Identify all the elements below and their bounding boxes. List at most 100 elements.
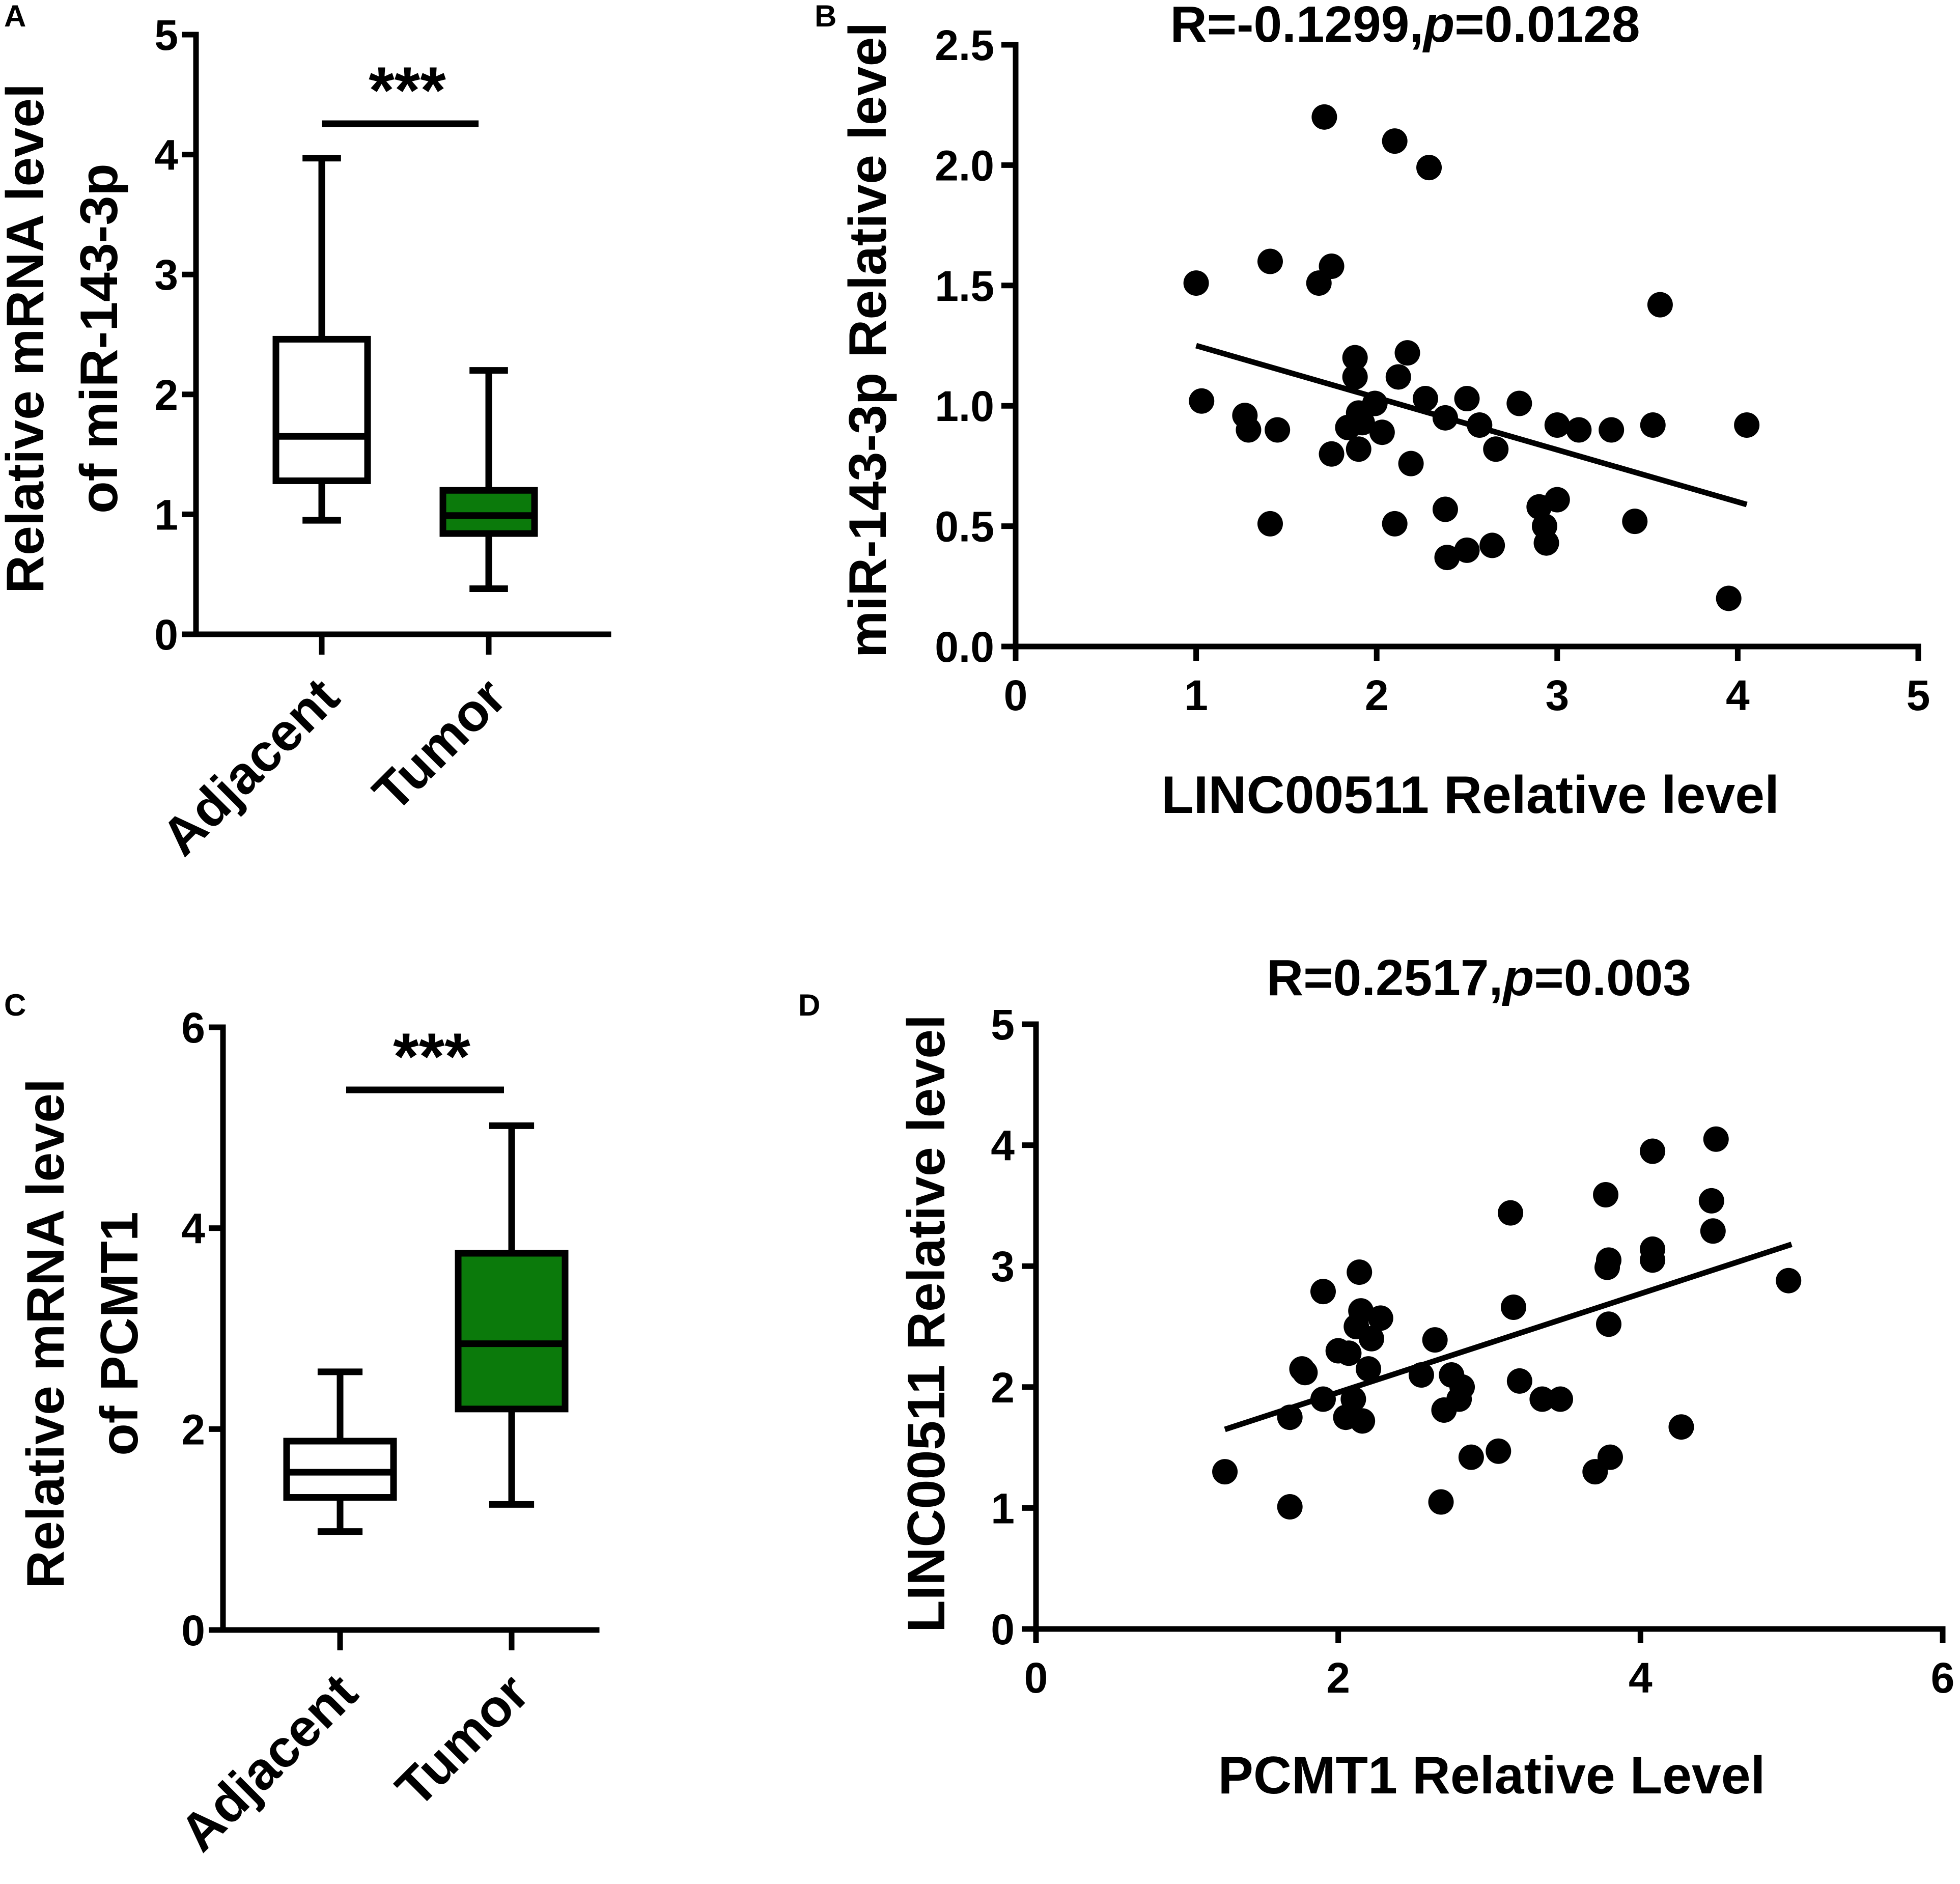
ytick-label: 3 xyxy=(154,251,178,299)
scatter-point xyxy=(1640,412,1666,438)
box-tumor xyxy=(439,367,538,592)
scatter-point xyxy=(1348,1298,1374,1324)
panel-c-ylabel-line2: of PCMT1 xyxy=(90,1212,149,1456)
scatter-point xyxy=(1385,364,1411,390)
scatter-point xyxy=(1544,412,1570,438)
scatter-point xyxy=(1342,364,1368,390)
panel-a-significance-stars: *** xyxy=(369,53,446,127)
panel-c-yticks: 0 2 4 6 xyxy=(181,1004,223,1654)
scatter-point xyxy=(1346,436,1371,462)
ytick-label: 5 xyxy=(991,1001,1015,1049)
scatter-point xyxy=(1776,1268,1802,1294)
xtick-label: 3 xyxy=(1545,671,1569,719)
ytick-label: 0.0 xyxy=(935,623,994,671)
scatter-point xyxy=(1599,417,1625,443)
category-label: Adjacent xyxy=(169,1663,369,1863)
panel-b-title-p: p xyxy=(1422,0,1454,53)
scatter-point xyxy=(1434,545,1460,571)
scatter-point xyxy=(1349,410,1375,436)
panel-d: D R=0.2517,p=0.003 LINC00511 Relative le… xyxy=(798,949,1954,1805)
scatter-point xyxy=(1716,585,1742,611)
panel-c: C Relative mRNA level of PCMT1 0 2 4 6 Adja… xyxy=(4,988,600,1863)
ytick-label: 1.0 xyxy=(935,382,994,430)
category-label: Tumor xyxy=(362,667,517,822)
scatter-point xyxy=(1498,1200,1524,1226)
category-label: Tumor xyxy=(385,1663,540,1818)
panel-c-ylabel-line1: Relative mRNA level xyxy=(16,1079,75,1589)
scatter-point xyxy=(1292,1360,1318,1386)
ytick-label: 2.0 xyxy=(935,142,994,189)
ytick-label: 1 xyxy=(991,1484,1015,1532)
scatter-point xyxy=(1189,388,1215,414)
scatter-point xyxy=(1454,386,1480,412)
ytick-label: 2 xyxy=(991,1364,1015,1412)
scatter-point xyxy=(1412,386,1438,412)
panel-d-title-p: p xyxy=(1501,949,1534,1006)
scatter-point xyxy=(1622,509,1648,535)
scatter-point xyxy=(1277,1494,1303,1520)
ytick-label: 0 xyxy=(991,1606,1015,1653)
scatter-point xyxy=(1336,1340,1362,1366)
scatter-point xyxy=(1342,345,1368,371)
category-label: Adjacent xyxy=(151,667,351,867)
scatter-point xyxy=(1236,417,1262,443)
panel-b-ylabel: miR-143-3p Relative level xyxy=(838,22,898,658)
scatter-point xyxy=(1703,1126,1729,1152)
scatter-point xyxy=(1347,1259,1373,1285)
ytick-label: 5 xyxy=(154,11,178,59)
scatter-point xyxy=(1640,1138,1666,1164)
xtick-label: 2 xyxy=(1326,1654,1350,1702)
panel-a: A Relative mRNA level of miR-143-3p 0 1 2 3… xyxy=(0,0,611,867)
panel-c-boxes xyxy=(283,1122,569,1535)
scatter-point xyxy=(1358,1326,1384,1352)
xtick-label: 0 xyxy=(1024,1654,1048,1702)
panel-d-points xyxy=(1212,1126,1802,1520)
scatter-point xyxy=(1428,1489,1454,1515)
panel-d-axes xyxy=(1033,1021,1946,1632)
ytick-label: 0.5 xyxy=(935,503,994,551)
panel-b-title: R=-0.1299,p=0.0128 xyxy=(1170,0,1640,53)
panel-letter-d: D xyxy=(798,988,820,1022)
box-adjacent xyxy=(272,155,371,524)
scatter-point xyxy=(1458,1444,1484,1470)
scatter-point xyxy=(1212,1459,1238,1485)
scatter-point xyxy=(1454,537,1480,563)
scatter-point xyxy=(1698,1188,1724,1214)
box-tumor xyxy=(455,1122,569,1508)
scatter-point xyxy=(1367,1305,1393,1331)
scatter-point xyxy=(1382,128,1408,154)
scatter-point xyxy=(1533,530,1559,556)
panel-a-ylabel-line2: of miR-143-3p xyxy=(70,163,129,514)
ytick-label: 1.5 xyxy=(935,262,994,310)
scatter-point xyxy=(1486,1438,1511,1464)
ytick-label: 0 xyxy=(181,1607,205,1654)
scatter-point xyxy=(1319,253,1345,279)
box-adjacent xyxy=(283,1368,397,1535)
panel-a-xticks: Adjacent Tumor xyxy=(151,634,517,867)
panel-a-boxes xyxy=(272,155,538,592)
panel-letter-b: B xyxy=(815,0,836,33)
panel-letter-c: C xyxy=(4,988,26,1022)
scatter-point xyxy=(1548,1386,1574,1412)
panel-letter-a: A xyxy=(4,0,26,33)
ytick-label: 4 xyxy=(991,1122,1015,1170)
panel-b-title-r: R=-0.1299, xyxy=(1170,0,1424,53)
scatter-point xyxy=(1432,496,1458,522)
ytick-label: 2 xyxy=(181,1405,205,1453)
scatter-point xyxy=(1422,1327,1448,1353)
scatter-point xyxy=(1310,1279,1336,1305)
panel-d-yticks: 0 1 2 3 4 5 xyxy=(991,1001,1036,1653)
xtick-label: 4 xyxy=(1726,671,1750,719)
scatter-point xyxy=(1340,1386,1366,1412)
ytick-label: 3 xyxy=(991,1243,1015,1290)
iqr-box xyxy=(455,1250,569,1413)
scatter-point xyxy=(1369,419,1395,445)
panel-b-xticks: 0 1 2 3 4 5 xyxy=(1004,646,1930,719)
panel-d-xlabel: PCMT1 Relative Level xyxy=(1218,1746,1765,1805)
scatter-point xyxy=(1640,1236,1666,1262)
scatter-point xyxy=(1506,390,1532,416)
iqr-box xyxy=(439,487,538,537)
scatter-point xyxy=(1597,1444,1623,1470)
ytick-label: 0 xyxy=(154,611,178,659)
